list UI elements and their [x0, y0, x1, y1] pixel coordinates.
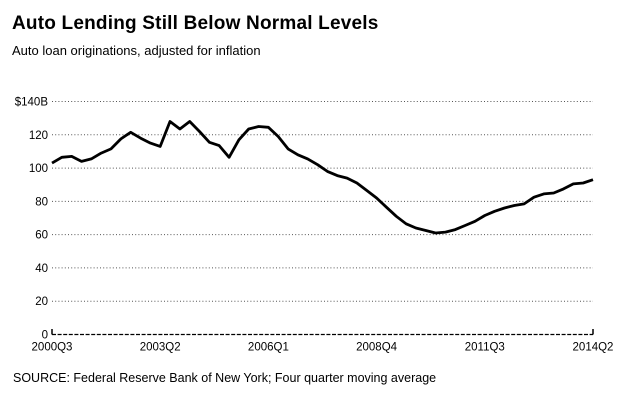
x-axis-tick-label: 2000Q3	[32, 342, 73, 354]
y-axis-tick-label: 80	[35, 196, 48, 208]
x-axis-tick-label: 2003Q2	[140, 342, 181, 354]
y-axis-tick-label: 120	[29, 130, 48, 142]
x-axis-tick-label: 2011Q3	[465, 342, 505, 354]
y-axis-tick-label: 0	[42, 330, 48, 342]
auto-loan-originations-line	[51, 120, 594, 235]
y-axis-tick-label: 40	[35, 263, 48, 275]
x-axis-tick-label: 2014Q2	[573, 342, 614, 354]
y-axis-tick-label: 60	[35, 230, 48, 242]
x-axis-tick-label: 2008Q4	[356, 342, 398, 354]
source-note: SOURCE: Federal Reserve Bank of New York…	[13, 371, 437, 385]
y-axis-tick-label: 20	[35, 296, 48, 308]
x-axis-tick-label: 2006Q1	[248, 342, 289, 354]
y-axis-tick-label: 100	[29, 163, 48, 175]
y-axis-tick-label: $140B	[15, 97, 49, 109]
chart-title: Auto Lending Still Below Normal Levels	[12, 13, 379, 34]
chart-subtitle: Auto loan originations, adjusted for inf…	[12, 43, 261, 58]
